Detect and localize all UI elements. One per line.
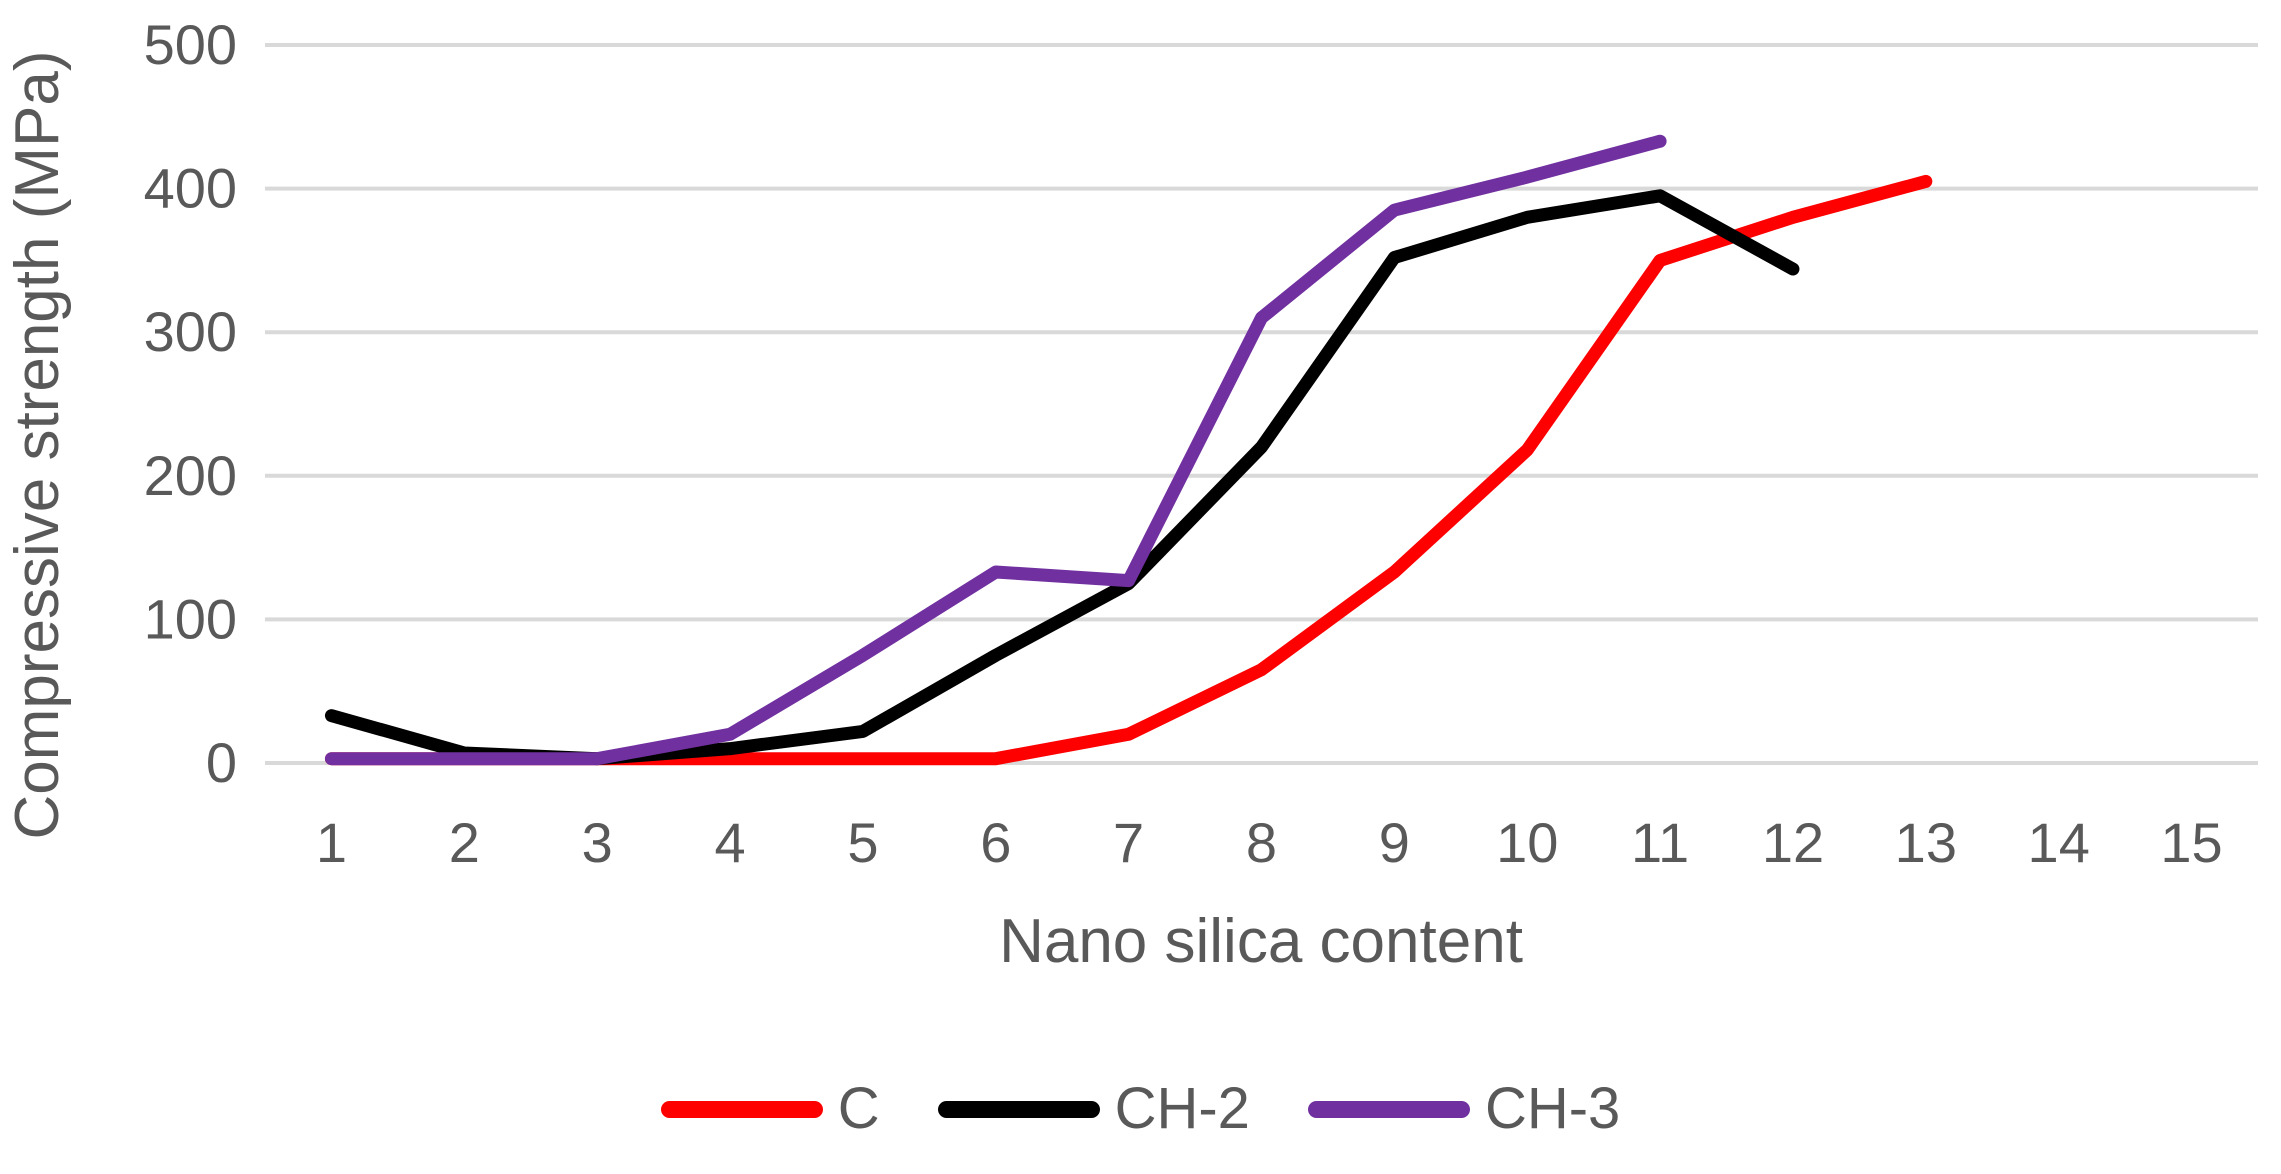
legend-swatch-C <box>660 1100 823 1118</box>
x-tick-label-14: 14 <box>2028 811 2090 874</box>
x-tick-label-11: 11 <box>1631 811 1689 874</box>
series-line-C <box>324 174 1933 766</box>
legend-item-C: C <box>660 1076 880 1141</box>
legend-swatch-CH-2 <box>937 1100 1100 1118</box>
x-tick-label-5: 5 <box>847 811 878 874</box>
legend-label-C: C <box>837 1076 880 1141</box>
y-tick-label-200: 200 <box>144 444 237 507</box>
legend: C CH-2 CH-3 <box>0 1080 2281 1138</box>
legend-swatch-CH-3 <box>1307 1100 1470 1118</box>
x-tick-label-12: 12 <box>1762 811 1824 874</box>
series-line-CH-3 <box>324 134 1667 766</box>
x-tick-label-4: 4 <box>714 811 745 874</box>
x-tick-label-2: 2 <box>449 811 480 874</box>
series-lines <box>324 134 1933 766</box>
x-axis-title: Nano silica content <box>999 907 1523 976</box>
y-tick-label-500: 500 <box>144 13 237 76</box>
x-tick-label-15: 15 <box>2160 811 2222 874</box>
x-tick-label-8: 8 <box>1246 811 1277 874</box>
x-tick-label-7: 7 <box>1113 811 1144 874</box>
legend-item-CH-2: CH-2 <box>937 1076 1250 1141</box>
x-tick-label-10: 10 <box>1496 811 1558 874</box>
legend-item-CH-3: CH-3 <box>1307 1076 1621 1141</box>
x-tick-label-6: 6 <box>980 811 1011 874</box>
y-axis-tick-labels: 0 100 200 300 400 500 <box>144 13 237 794</box>
x-tick-label-1: 1 <box>316 811 347 874</box>
y-tick-label-300: 300 <box>144 300 237 363</box>
x-tick-label-9: 9 <box>1379 811 1410 874</box>
gridlines <box>265 43 2258 765</box>
legend-label-CH-2: CH-2 <box>1114 1076 1250 1141</box>
x-tick-label-3: 3 <box>582 811 613 874</box>
y-tick-label-0: 0 <box>206 731 237 794</box>
legend-label-CH-3: CH-3 <box>1484 1076 1621 1141</box>
x-axis-tick-labels: 1 2 3 4 5 6 7 8 9 10 11 12 13 14 15 <box>316 811 2223 874</box>
y-tick-label-100: 100 <box>144 587 237 650</box>
y-tick-label-400: 400 <box>144 157 237 220</box>
y-axis-title: Compressive strength (MPa) <box>3 50 72 839</box>
x-tick-label-13: 13 <box>1895 811 1957 874</box>
